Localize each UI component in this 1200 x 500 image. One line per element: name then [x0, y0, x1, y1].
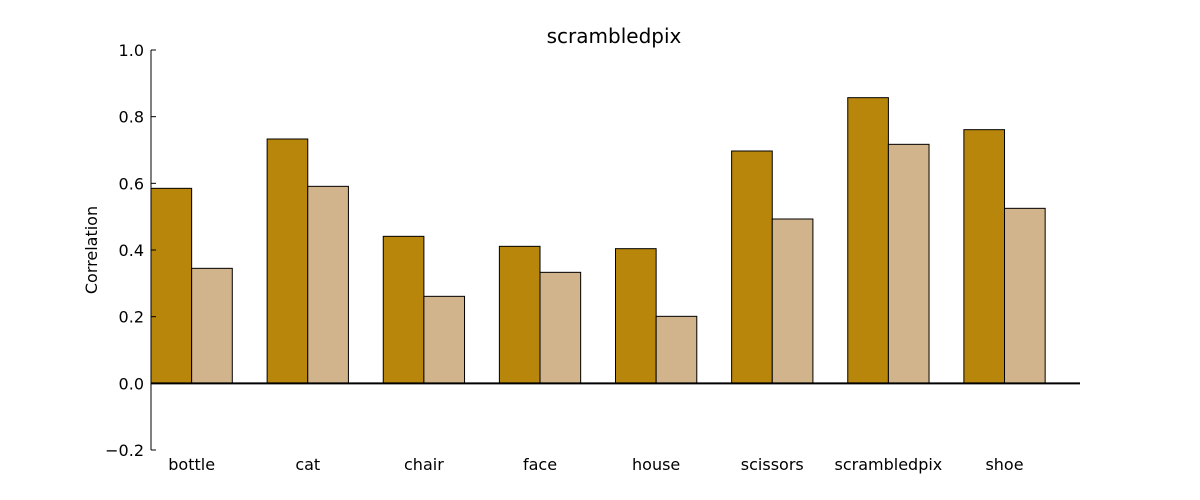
bar-house-series-1 — [615, 248, 657, 384]
bars-group — [150, 97, 1046, 384]
bar-bottle-series-2 — [191, 267, 233, 384]
y-tick-label: −0.2 — [105, 441, 144, 460]
x-ticks-group: bottle cat chair face house scissors scrambled… — [168, 455, 1023, 474]
bar-face-series-2 — [539, 271, 582, 384]
y-tick-label: 0.4 — [119, 241, 144, 260]
bar-cat-series-1 — [266, 138, 309, 384]
bar-scissors-series-1 — [731, 150, 773, 384]
x-tick-label-cat: cat — [295, 455, 320, 474]
y-tick-label: 0.6 — [119, 174, 144, 193]
x-tick-label-bottle: bottle — [168, 455, 215, 474]
bar-cat-series-2 — [307, 185, 349, 384]
bar-chair-series-1 — [382, 235, 425, 384]
y-tick-label: 0.0 — [119, 374, 144, 393]
bar-chair-series-2 — [423, 295, 466, 384]
x-tick-label-scissors: scissors — [741, 455, 804, 474]
x-tick-label-shoe: shoe — [985, 455, 1023, 474]
bar-shoe-series-1 — [963, 129, 1006, 384]
y-tick-label: 0.2 — [119, 308, 144, 327]
y-tick-label: 1.0 — [119, 41, 144, 60]
x-tick-label-scrambledpix: scrambledpix — [835, 455, 943, 474]
bar-scissors-series-2 — [771, 218, 814, 384]
x-tick-label-chair: chair — [404, 455, 444, 474]
bar-bottle-series-1 — [150, 187, 193, 384]
bar-house-series-2 — [655, 315, 698, 384]
y-axis-label: Correlation — [82, 206, 101, 294]
y-tick-label: 0.8 — [119, 108, 144, 127]
bar-shoe-series-2 — [1004, 207, 1046, 384]
bar-scrambledpix-series-2 — [887, 143, 930, 384]
chart-title: scrambledpix — [547, 24, 682, 48]
y-ticks-group: −0.2 0.0 0.2 0.4 0.6 0.8 1.0 — [105, 41, 156, 460]
bar-face-series-1 — [498, 245, 541, 384]
bar-scrambledpix-series-1 — [847, 97, 889, 384]
x-tick-label-house: house — [632, 455, 680, 474]
x-tick-label-face: face — [523, 455, 557, 474]
